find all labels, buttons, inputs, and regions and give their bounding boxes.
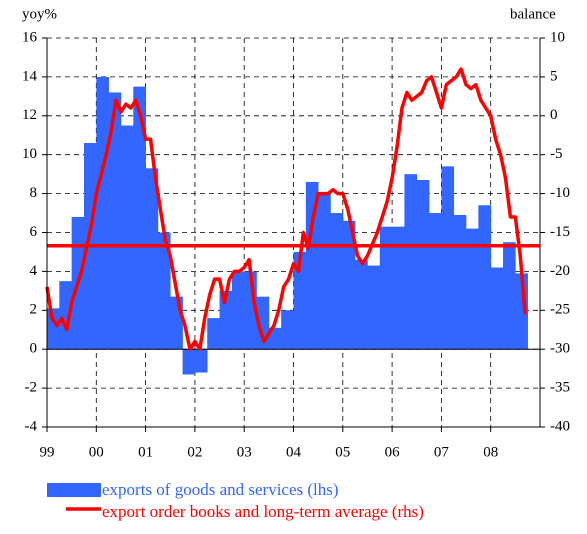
x-tick-label: 05	[335, 444, 350, 460]
y-tick-label: 10	[22, 146, 37, 162]
y2-tick-label: -20	[550, 263, 570, 279]
bar	[157, 232, 171, 350]
x-tick-label: 04	[286, 444, 302, 460]
bar	[453, 214, 467, 350]
bar	[182, 349, 196, 375]
x-tick-label: 08	[483, 444, 498, 460]
bar	[59, 281, 72, 350]
x-tick-label: 06	[385, 444, 401, 460]
bar	[466, 228, 479, 350]
bar	[47, 308, 60, 350]
bar	[293, 251, 307, 350]
y2-axis-label: balance	[510, 6, 556, 22]
y-tick-label: 8	[30, 185, 38, 201]
bar	[392, 226, 405, 350]
x-tick-label: 03	[237, 444, 252, 460]
y2-tick-label: 0	[550, 107, 558, 123]
y2-tick-label: -25	[550, 302, 570, 318]
y-tick-label: -2	[25, 380, 38, 396]
bar	[355, 259, 368, 350]
bar	[120, 125, 134, 350]
bar	[429, 213, 442, 350]
line	[45, 67, 527, 351]
y-tick-label: 16	[22, 29, 38, 45]
y-tick-label: -4	[25, 418, 38, 434]
legend-label: exports of goods and services (lhs)	[102, 480, 339, 499]
bar	[330, 213, 344, 350]
bar	[96, 76, 109, 350]
bar	[133, 86, 146, 350]
y-tick-label: 0	[30, 341, 38, 357]
bar	[194, 349, 208, 373]
bar	[268, 327, 282, 350]
y2-tick-label: -15	[550, 224, 570, 240]
bar	[305, 181, 319, 350]
y-tick-label: 6	[30, 224, 38, 240]
bar	[404, 174, 418, 350]
y-tick-label: 4	[30, 263, 38, 279]
bar	[441, 166, 455, 350]
x-tick-label: 01	[138, 444, 153, 460]
bar	[367, 265, 381, 350]
y2-tick-label: 5	[550, 68, 558, 84]
legend-swatch	[47, 483, 101, 497]
x-tick-label: 02	[187, 444, 202, 460]
y2-tick-label: -40	[550, 418, 570, 434]
y2-tick-label: 10	[550, 29, 565, 45]
bar	[478, 205, 491, 350]
y2-tick-label: -35	[550, 380, 570, 396]
bar	[170, 296, 183, 350]
x-tick-label: 99	[40, 444, 55, 460]
y2-tick-label: -5	[550, 146, 563, 162]
y-tick-label: 14	[22, 68, 38, 84]
x-tick-label: 00	[89, 444, 104, 460]
bar	[108, 92, 122, 350]
bar	[503, 242, 516, 350]
bar	[379, 226, 393, 350]
bar	[145, 168, 159, 350]
legend-label: export order books and long-term average…	[102, 502, 424, 521]
bar	[342, 220, 356, 350]
x-tick-label: 07	[434, 444, 450, 460]
bar	[281, 310, 294, 350]
y2-tick-label: -30	[550, 341, 570, 357]
bar	[219, 290, 233, 350]
bar	[318, 193, 331, 350]
bar	[416, 179, 430, 350]
bar	[231, 271, 245, 350]
bar	[490, 267, 504, 350]
y-tick-label: 12	[22, 107, 37, 123]
y2-tick-label: -10	[550, 185, 570, 201]
y-axis-label: yoy%	[22, 6, 57, 22]
bar	[207, 318, 220, 350]
y-tick-label: 2	[30, 302, 38, 318]
